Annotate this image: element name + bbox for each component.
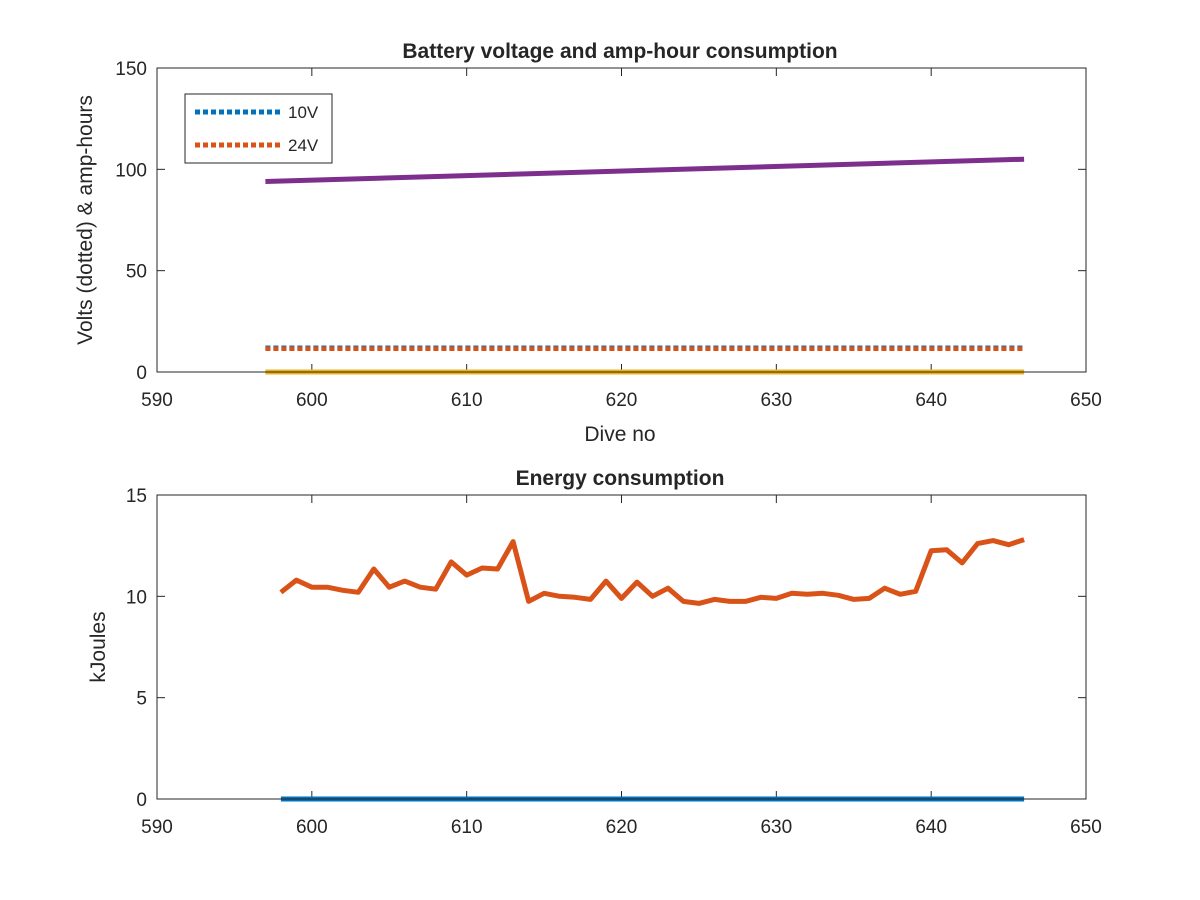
top-series-line-2 (265, 156, 1025, 184)
top-y-tick-label: 0 (136, 363, 147, 384)
top-x-tick-label: 590 (141, 390, 173, 411)
bottom-x-tick-label: 590 (141, 817, 173, 838)
bottom-y-axis-label: kJoules (87, 611, 110, 682)
top-legend: 10V 24V (184, 93, 333, 164)
bottom-y-tick-label: 10 (126, 587, 147, 608)
top-y-tick-label: 100 (115, 160, 147, 181)
top-subplot: Battery voltage and amp-hour consumption… (74, 40, 1102, 446)
top-x-tick-label: 640 (915, 390, 947, 411)
bottom-x-tick-label: 620 (606, 817, 638, 838)
top-y-tick-label: 50 (126, 262, 147, 283)
bottom-y-tick-label: 0 (136, 790, 147, 811)
bottom-chart-title: Energy consumption (516, 467, 725, 490)
bottom-y-tick-label: 15 (126, 486, 147, 507)
top-y-tick-label: 150 (115, 59, 147, 80)
bottom-x-tick-label: 600 (296, 817, 328, 838)
bottom-series-line-1 (279, 537, 1025, 606)
top-x-tick-label: 600 (296, 390, 328, 411)
legend-label-24v: 24V (288, 136, 319, 155)
bottom-y-tick-label: 5 (136, 689, 147, 710)
legend-label-10v: 10V (288, 103, 319, 122)
bottom-plot-frame (156, 494, 1087, 800)
top-chart-title: Battery voltage and amp-hour consumption (402, 40, 837, 63)
top-x-tick-label: 620 (606, 390, 638, 411)
bottom-x-tick-label: 630 (760, 817, 792, 838)
top-plot-content: 590 600 610 620 630 640 650 0 50 100 150 (115, 59, 1102, 411)
top-x-tick-label: 610 (451, 390, 483, 411)
bottom-x-tick-label: 610 (451, 817, 483, 838)
top-plot-frame (156, 67, 1087, 373)
bottom-subplot: Energy consumption kJoules 590 600 610 620 6… (87, 467, 1102, 838)
bottom-plot-content: 590 600 610 620 630 640 650 0 5 10 15 (126, 486, 1102, 838)
bottom-x-tick-label: 640 (915, 817, 947, 838)
bottom-x-tick-label: 650 (1070, 817, 1102, 838)
top-x-tick-label: 630 (760, 390, 792, 411)
top-x-tick-label: 650 (1070, 390, 1102, 411)
top-y-axis-label: Volts (dotted) & amp-hours (74, 95, 97, 345)
legend-box (184, 93, 333, 164)
top-x-axis-label: Dive no (584, 423, 655, 446)
